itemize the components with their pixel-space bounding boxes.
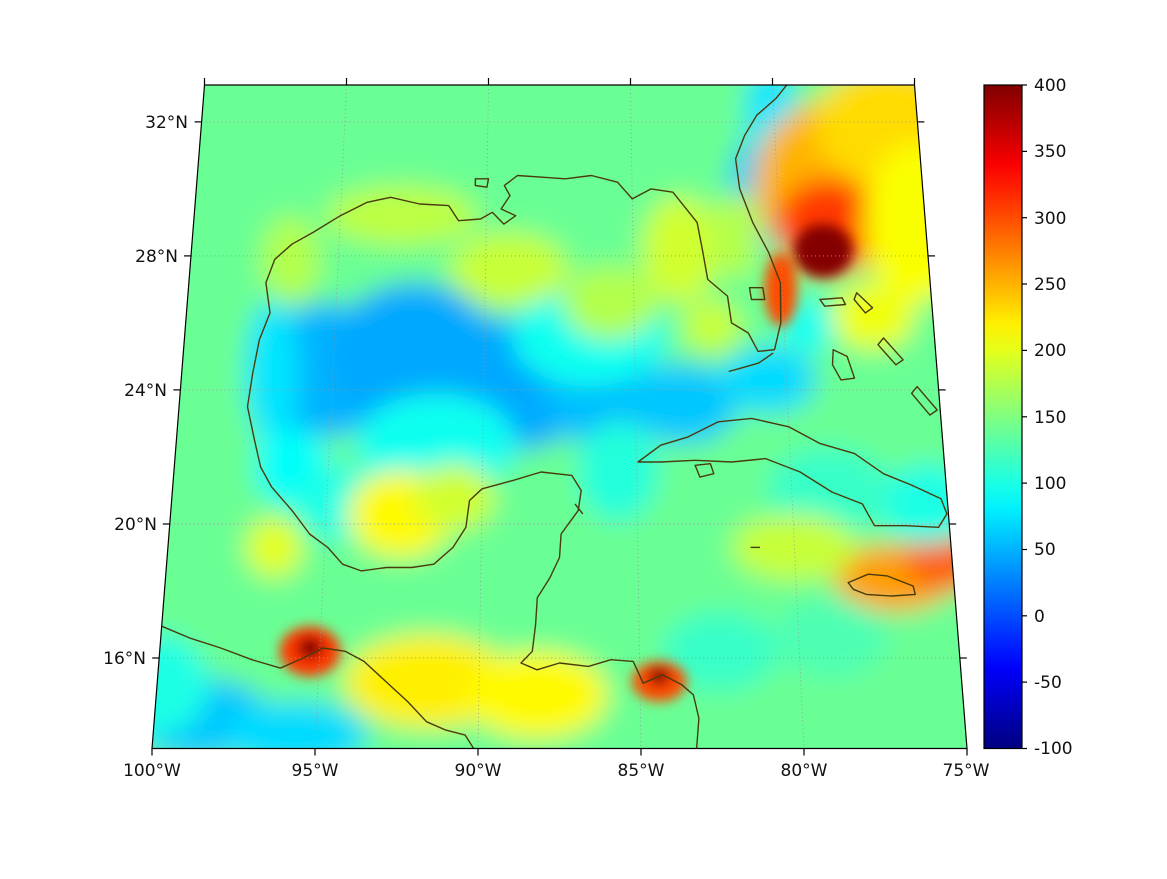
colorbar-tick-label: -50 xyxy=(1034,673,1062,693)
x-tick-label: 80°W xyxy=(781,761,828,781)
coastline xyxy=(819,297,847,307)
axis-labels: 32°N 28°N 24°N 20°N 16°N 100°W 95°W 90°W… xyxy=(103,76,1072,781)
field-blob xyxy=(793,224,853,278)
colorbar-tick-label: 0 xyxy=(1034,607,1045,627)
field-blob xyxy=(863,142,967,303)
field-blob xyxy=(261,215,321,303)
colorbar-tick-label: -100 xyxy=(1034,739,1073,759)
y-tick-label: 32°N xyxy=(145,113,188,133)
coastline xyxy=(246,85,788,749)
field-smooth-group xyxy=(152,85,967,749)
x-tick-label: 85°W xyxy=(618,761,665,781)
field-blob xyxy=(641,195,719,303)
field-blob xyxy=(562,265,658,340)
field-blob xyxy=(297,636,324,660)
field-blob xyxy=(661,611,778,692)
field-blob xyxy=(246,517,303,578)
field-blob xyxy=(413,463,495,531)
colorbar-tick-label: 300 xyxy=(1034,209,1066,229)
field-blob xyxy=(731,513,858,581)
y-tick-label: 16°N xyxy=(103,649,146,669)
colorbar-tick-label: 50 xyxy=(1034,540,1056,560)
coastline xyxy=(877,337,904,366)
field-blob xyxy=(682,299,742,354)
coastline xyxy=(637,417,948,528)
colorbar-tick-label: 150 xyxy=(1034,408,1066,428)
x-tick-label: 75°W xyxy=(943,761,990,781)
coastline xyxy=(728,352,774,373)
field-blob xyxy=(719,346,817,414)
graticule-meridian xyxy=(772,85,805,749)
field-blob xyxy=(629,363,739,444)
coastline xyxy=(748,287,766,301)
coastline xyxy=(853,292,874,314)
field-blob xyxy=(465,651,608,739)
graticule xyxy=(159,85,960,749)
field-blob xyxy=(831,282,915,350)
heatmap-layer xyxy=(152,85,967,749)
heatmap-field xyxy=(152,85,967,749)
colorbar-tick-label: 250 xyxy=(1034,275,1066,295)
x-tick-label: 100°W xyxy=(123,761,181,781)
coastline xyxy=(847,573,916,597)
field-blob xyxy=(224,701,368,749)
field-blob xyxy=(357,393,517,494)
field-blob xyxy=(325,185,478,246)
colorbar-tick-label: 100 xyxy=(1034,474,1066,494)
field-blob xyxy=(709,192,762,280)
graticule-meridian xyxy=(630,85,642,749)
y-tick-label: 20°N xyxy=(114,515,157,535)
field-blob xyxy=(578,420,659,521)
y-tick-label: 28°N xyxy=(135,247,178,267)
colorbar-tick-label: 200 xyxy=(1034,341,1066,361)
coastlines-layer xyxy=(161,85,948,749)
coastline xyxy=(910,385,938,416)
x-tick-label: 95°W xyxy=(292,761,339,781)
graticule-meridian xyxy=(477,85,489,749)
colorbar-tick-label: 400 xyxy=(1034,76,1066,96)
field-blob xyxy=(879,463,967,545)
coastline xyxy=(694,463,715,478)
colorbar-tick-label: 350 xyxy=(1034,142,1066,162)
graticule-meridian xyxy=(314,85,347,749)
field-blob xyxy=(773,597,889,679)
y-tick-label: 24°N xyxy=(124,381,167,401)
field-blob xyxy=(781,299,835,354)
coastline xyxy=(161,625,476,749)
field-blob xyxy=(245,299,300,447)
graticule-layer xyxy=(159,85,960,749)
field-hotspot-group xyxy=(279,224,853,702)
coastline xyxy=(831,349,856,381)
x-tick-label: 90°W xyxy=(455,761,502,781)
colorbar-layer xyxy=(983,84,1027,750)
coastlines xyxy=(161,85,948,749)
colorbar-gradient xyxy=(984,85,1022,749)
field-blob xyxy=(450,232,569,307)
coastline xyxy=(574,503,584,515)
axis-tick-layer xyxy=(151,78,968,756)
coastline xyxy=(474,178,490,188)
